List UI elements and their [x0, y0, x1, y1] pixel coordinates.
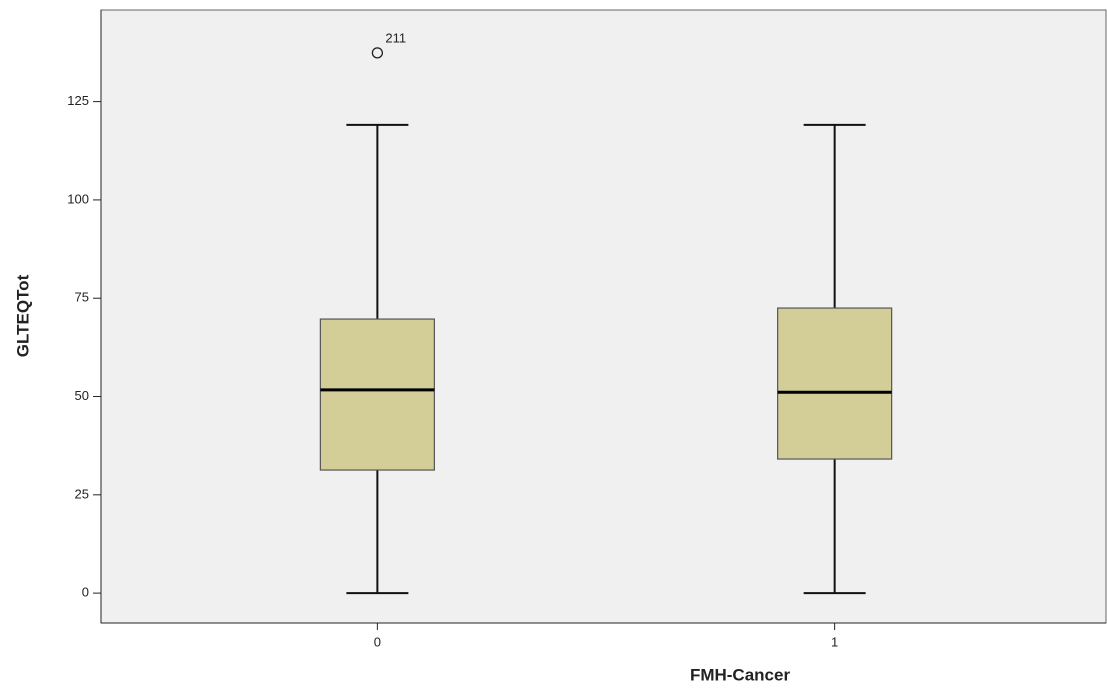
y-tick-label: 75	[75, 290, 89, 305]
box	[777, 307, 893, 460]
plot-area	[100, 9, 1107, 624]
box	[319, 318, 435, 471]
outlier-label: 211	[385, 30, 406, 45]
y-tick-label: 100	[67, 191, 89, 206]
x-tick-label: 0	[374, 634, 381, 649]
y-tick-label: 50	[75, 388, 89, 403]
y-tick-label: 0	[82, 585, 89, 600]
x-tick-label: 1	[831, 634, 838, 649]
outlier	[371, 47, 384, 59]
y-tick-label: 125	[67, 93, 89, 108]
y-axis-title: GLTEQTot	[13, 274, 32, 357]
x-axis-title: FMH-Cancer	[690, 665, 791, 684]
y-tick-label: 25	[75, 486, 89, 501]
